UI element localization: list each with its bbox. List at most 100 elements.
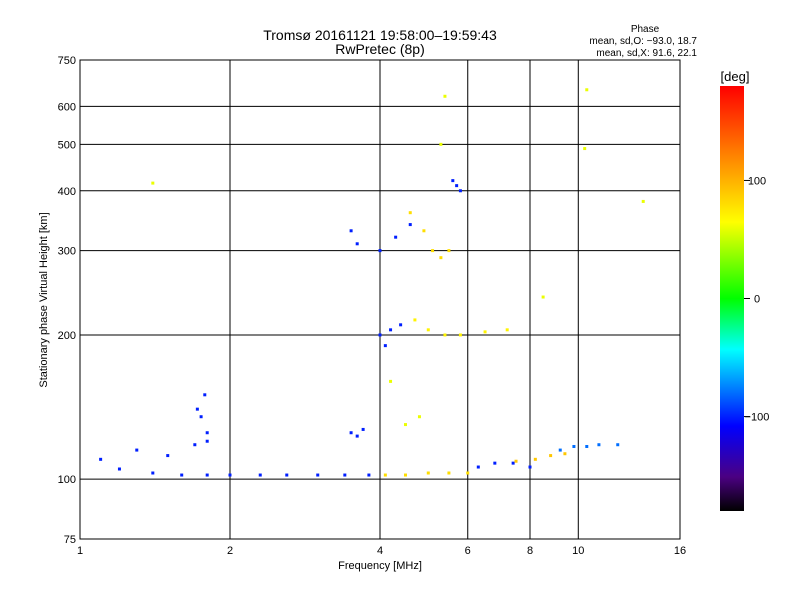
data-point bbox=[493, 461, 497, 465]
data-point bbox=[443, 333, 447, 337]
data-point bbox=[205, 439, 209, 443]
x-axis-label: Frequency [MHz] bbox=[338, 560, 422, 572]
data-point bbox=[585, 444, 589, 448]
data-point bbox=[505, 328, 509, 332]
data-point bbox=[641, 199, 645, 203]
y-tick-label: 300 bbox=[58, 246, 76, 258]
data-point bbox=[355, 242, 359, 246]
data-point bbox=[455, 184, 459, 188]
data-point bbox=[483, 330, 487, 334]
stats-title: Phase bbox=[631, 24, 660, 35]
data-point bbox=[193, 443, 197, 447]
data-point bbox=[135, 448, 139, 452]
data-point bbox=[417, 415, 421, 419]
x-tick-labels: 1 2 4 6 8 10 16 bbox=[77, 545, 686, 557]
data-point bbox=[451, 179, 455, 183]
data-point bbox=[383, 344, 387, 348]
colorbar-tick-label: 0 bbox=[754, 294, 760, 306]
x-tick-label: 16 bbox=[674, 545, 686, 557]
y-tick-label: 600 bbox=[58, 101, 76, 113]
data-point bbox=[476, 465, 480, 469]
data-point bbox=[99, 457, 103, 461]
data-point bbox=[422, 229, 426, 233]
data-point bbox=[528, 465, 532, 469]
data-point bbox=[180, 473, 184, 477]
chart-subtitle: RwPretec (8p) bbox=[335, 41, 424, 57]
x-tick-label: 2 bbox=[227, 545, 233, 557]
data-point bbox=[399, 323, 403, 327]
data-point bbox=[549, 454, 553, 458]
data-point bbox=[403, 423, 407, 427]
colorbar-label: [deg] bbox=[721, 69, 750, 84]
data-point bbox=[195, 407, 199, 411]
y-tick-label: 750 bbox=[58, 55, 76, 67]
data-point bbox=[458, 189, 462, 193]
data-point bbox=[199, 415, 203, 419]
y-axis-label: Stationary phase Virtual Height [km] bbox=[38, 212, 50, 387]
data-point bbox=[349, 431, 353, 435]
data-point bbox=[447, 249, 451, 253]
data-point bbox=[316, 473, 320, 477]
colorbar-gradient bbox=[720, 86, 744, 511]
data-point bbox=[447, 471, 451, 475]
data-point bbox=[439, 142, 443, 146]
data-point bbox=[203, 393, 207, 397]
data-point bbox=[408, 211, 412, 215]
data-point bbox=[378, 249, 382, 253]
y-tick-label: 500 bbox=[58, 139, 76, 151]
data-point bbox=[228, 473, 232, 477]
data-point bbox=[389, 379, 393, 383]
grid-lines bbox=[80, 60, 680, 539]
stats-line-x: mean, sd,X: 91.6, 22.1 bbox=[596, 48, 697, 59]
data-point bbox=[205, 473, 209, 477]
y-tick-label: 200 bbox=[58, 330, 76, 342]
data-point bbox=[151, 181, 155, 185]
data-point bbox=[514, 459, 518, 463]
data-point bbox=[431, 249, 435, 253]
data-point bbox=[117, 467, 121, 471]
data-point bbox=[541, 295, 545, 299]
data-point bbox=[343, 473, 347, 477]
data-point bbox=[426, 328, 430, 332]
data-point bbox=[389, 328, 393, 332]
data-point bbox=[355, 434, 359, 438]
plot-area: 1 2 4 6 8 10 16 750 600 500 400 300 200 100 75 bbox=[58, 55, 686, 557]
data-point bbox=[394, 235, 398, 239]
y-tick-label: 400 bbox=[58, 186, 76, 198]
data-point bbox=[408, 223, 412, 227]
data-point bbox=[205, 431, 209, 435]
y-tick-labels: 750 600 500 400 300 200 100 75 bbox=[58, 55, 76, 546]
data-point bbox=[616, 443, 620, 447]
data-point bbox=[563, 452, 567, 456]
data-point bbox=[466, 471, 470, 475]
chart-title: Tromsø 20161121 19:58:00–19:59:43 bbox=[263, 27, 497, 43]
y-tick-label: 75 bbox=[64, 534, 76, 546]
data-point bbox=[285, 473, 289, 477]
data-point bbox=[583, 147, 587, 151]
data-point bbox=[585, 88, 589, 92]
data-point bbox=[403, 473, 407, 477]
data-point bbox=[458, 333, 462, 337]
y-tick-label: 100 bbox=[58, 474, 76, 486]
data-point bbox=[572, 444, 576, 448]
colorbar-tick-label: −100 bbox=[745, 412, 770, 424]
data-points bbox=[99, 88, 645, 477]
x-tick-label: 1 bbox=[77, 545, 83, 557]
x-tick-label: 10 bbox=[572, 545, 584, 557]
data-point bbox=[378, 333, 382, 337]
data-point bbox=[443, 94, 447, 98]
data-point bbox=[439, 256, 443, 260]
data-point bbox=[361, 427, 365, 431]
data-point bbox=[349, 229, 353, 233]
colorbar: [deg] 100 0 −100 bbox=[720, 69, 769, 511]
data-point bbox=[426, 471, 430, 475]
data-point bbox=[166, 454, 170, 458]
colorbar-tick-label: 100 bbox=[748, 175, 766, 187]
data-point bbox=[533, 457, 537, 461]
x-tick-label: 4 bbox=[377, 545, 383, 557]
colorbar-ticks: 100 0 −100 bbox=[744, 175, 770, 424]
x-tick-label: 8 bbox=[527, 545, 533, 557]
data-point bbox=[151, 471, 155, 475]
data-point bbox=[413, 318, 417, 322]
